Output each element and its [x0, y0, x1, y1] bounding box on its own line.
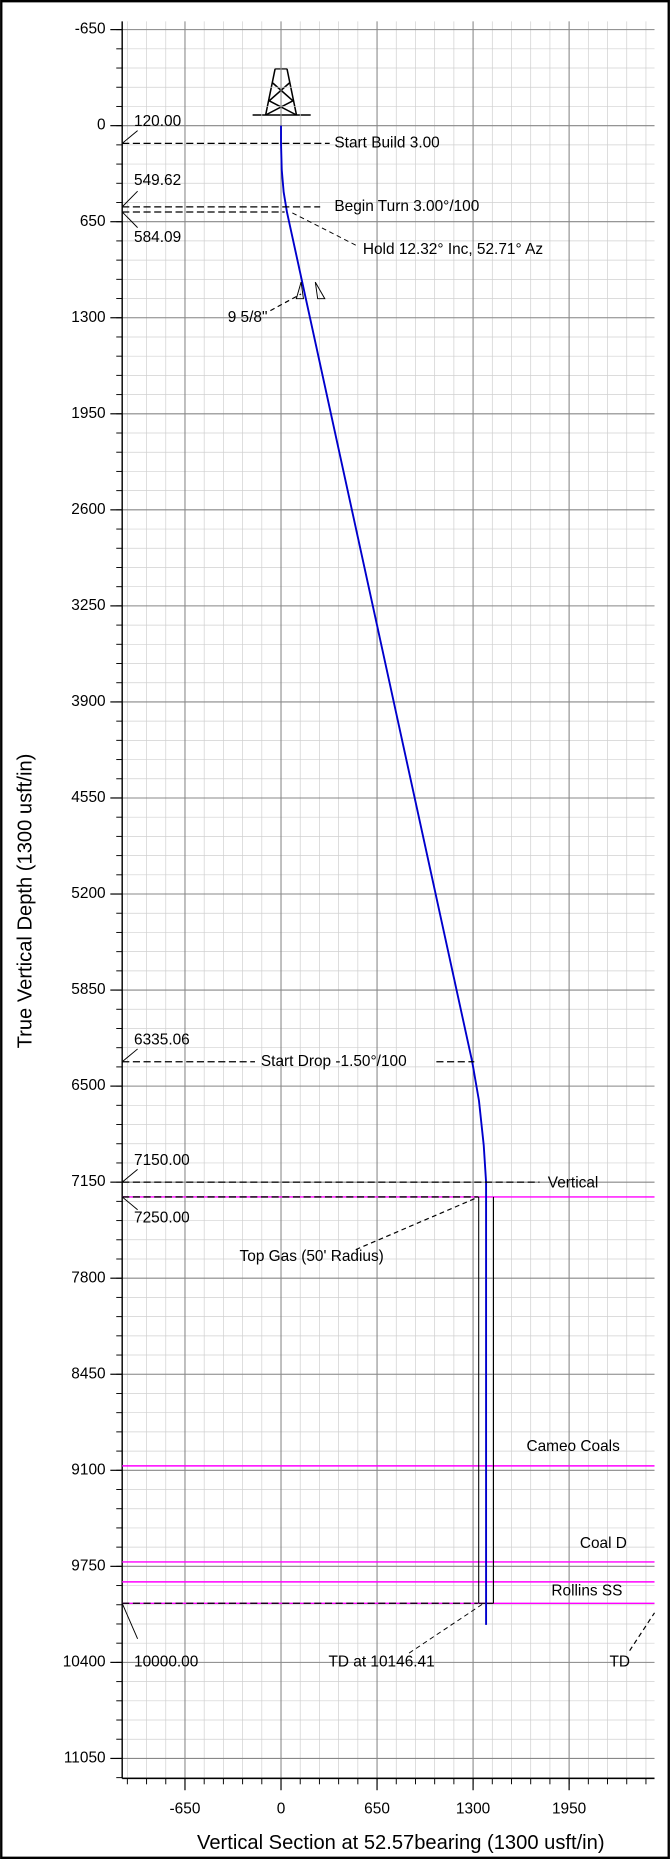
casing-marker [295, 281, 326, 300]
y-tick-label: 7150 [71, 1173, 105, 1190]
y-tick-label: 0 [97, 117, 106, 134]
y-tick-label: 5200 [71, 885, 105, 902]
leader [121, 130, 138, 144]
y-tick-label: 7800 [71, 1269, 105, 1286]
formation-label: TD [609, 1654, 630, 1671]
leader [629, 1612, 656, 1652]
well-path [280, 125, 488, 1625]
leader [121, 211, 138, 228]
leader [121, 190, 138, 208]
formation-label: Cameo Coals [526, 1438, 620, 1455]
annotation-text: Hold 12.32° Inc, 52.71° Az [363, 241, 543, 258]
y-tick-label: -650 [75, 21, 106, 38]
depth-label: 10000.00 [134, 1654, 198, 1671]
leader [408, 1602, 485, 1654]
y-tick-label: 3250 [71, 597, 105, 614]
leader [355, 1196, 479, 1251]
annotation-text: TD at 10146.41 [328, 1654, 434, 1671]
y-tick-label: 10400 [63, 1653, 106, 1670]
y-tick-label: 9750 [71, 1557, 105, 1574]
y-tick-label: 11050 [64, 1750, 106, 1767]
y-tick-label: 8450 [71, 1365, 105, 1382]
target-label: Top Gas (50' Radius) [240, 1248, 384, 1265]
x-tick-label: -650 [170, 1800, 201, 1817]
y-tick-label: 9100 [71, 1461, 105, 1478]
casing-label: 9 5/8" [228, 309, 268, 326]
y-tick-label: 1300 [71, 309, 105, 326]
formation-label: Coal D [580, 1535, 627, 1552]
y-tick-label: 650 [80, 213, 106, 230]
leader [121, 1048, 138, 1063]
leader [290, 211, 356, 246]
y-tick-label: 4550 [71, 789, 105, 806]
derrick [252, 67, 311, 116]
formation-label: Rollins SS [551, 1582, 622, 1599]
leader [121, 1168, 138, 1183]
x-tick-label: 650 [364, 1800, 390, 1817]
y-axis-title: True Vertical Depth (1300 usft/in) [14, 754, 36, 1049]
x-tick-label: 0 [277, 1800, 286, 1817]
annotation-text: Start Build 3.00 [334, 134, 439, 151]
depth-label: 120.00 [134, 113, 181, 130]
depth-label: 584.09 [134, 229, 181, 246]
y-tick-label: 5850 [71, 981, 105, 998]
x-tick-label: 1950 [552, 1800, 586, 1817]
annotation-text: Begin Turn 3.00°/100 [334, 198, 479, 215]
depth-label: 549.62 [134, 172, 181, 189]
y-tick-label: 1950 [71, 405, 105, 422]
y-tick-label: 2600 [71, 501, 105, 518]
leader [270, 293, 302, 312]
depth-label: 7250.00 [134, 1209, 190, 1226]
x-axis-title: Vertical Section at 52.57bearing (1300 u… [197, 1832, 605, 1854]
y-tick-label: 3900 [71, 693, 105, 710]
depth-label: 6335.06 [134, 1031, 190, 1048]
y-tick-label: 6500 [71, 1077, 105, 1094]
leader [121, 1196, 138, 1211]
annotation-text: Vertical [548, 1174, 599, 1191]
x-tick-label: 1300 [456, 1800, 490, 1817]
depth-label: 7150.00 [134, 1152, 190, 1169]
annotation-text: Start Drop -1.50°/100 [261, 1053, 407, 1070]
leader [121, 1603, 139, 1640]
